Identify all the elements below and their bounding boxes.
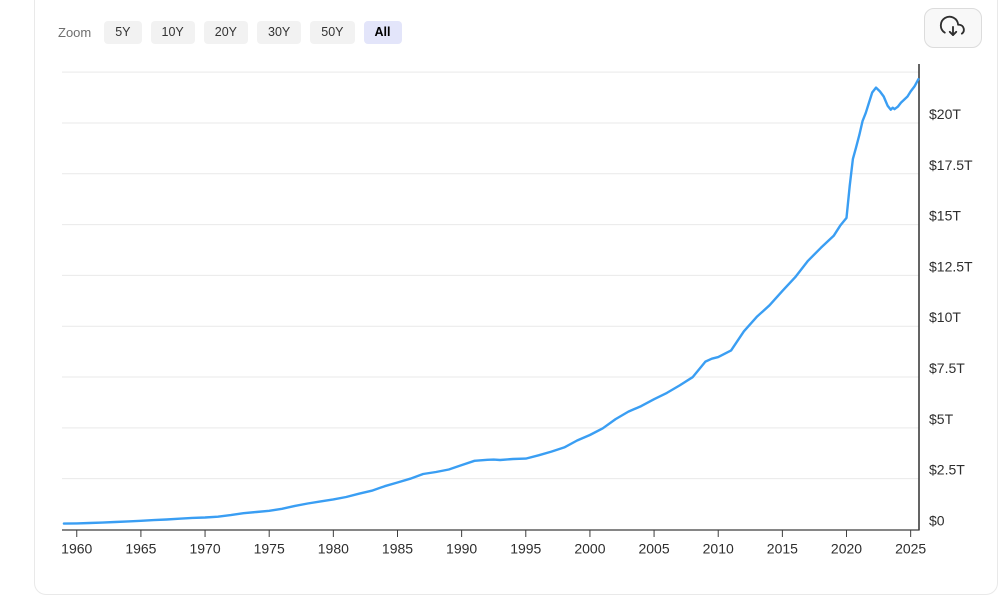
- x-axis-label: 1985: [382, 541, 413, 557]
- zoom-toolbar: Zoom 5Y 10Y 20Y 30Y 50Y All: [58, 21, 402, 44]
- y-axis-label: $12.5T: [929, 258, 973, 274]
- x-axis-label: 1990: [446, 541, 477, 557]
- x-axis-label: 2015: [767, 541, 798, 557]
- cloud-download-icon: [939, 15, 967, 41]
- x-axis-label: 2025: [895, 541, 926, 557]
- data-line-series: [62, 77, 920, 525]
- y-axis-label: $7.5T: [929, 360, 965, 376]
- y-axis-label: $5T: [929, 411, 954, 427]
- range-button-all[interactable]: All: [363, 21, 402, 44]
- y-axis-label: $2.5T: [929, 462, 965, 478]
- x-axis-label: 1960: [61, 541, 92, 557]
- y-axis-label: $0: [929, 513, 945, 529]
- x-axis-label: 1980: [318, 541, 349, 557]
- y-axis-label: $15T: [929, 208, 961, 224]
- y-axis-label: $17.5T: [929, 157, 973, 173]
- x-axis-label: 1965: [125, 541, 156, 557]
- x-axis-label: 2010: [703, 541, 734, 557]
- range-button-5y[interactable]: 5Y: [104, 21, 142, 44]
- download-button[interactable]: [924, 8, 982, 48]
- x-axis-label: 2000: [574, 541, 605, 557]
- x-axis-label: 2005: [638, 541, 669, 557]
- y-axis-label: $20T: [929, 106, 961, 122]
- x-axis-label: 1995: [510, 541, 541, 557]
- x-axis-label: 1975: [254, 541, 285, 557]
- range-button-10y[interactable]: 10Y: [150, 21, 195, 44]
- range-button-20y[interactable]: 20Y: [203, 21, 249, 44]
- x-axis-label: 2020: [831, 541, 862, 557]
- chart-card: [34, 0, 998, 595]
- range-button-50y[interactable]: 50Y: [310, 21, 355, 44]
- range-button-30y[interactable]: 30Y: [257, 21, 302, 44]
- zoom-label: Zoom: [58, 24, 92, 40]
- y-axis-label: $10T: [929, 309, 961, 325]
- x-axis-label: 1970: [189, 541, 220, 557]
